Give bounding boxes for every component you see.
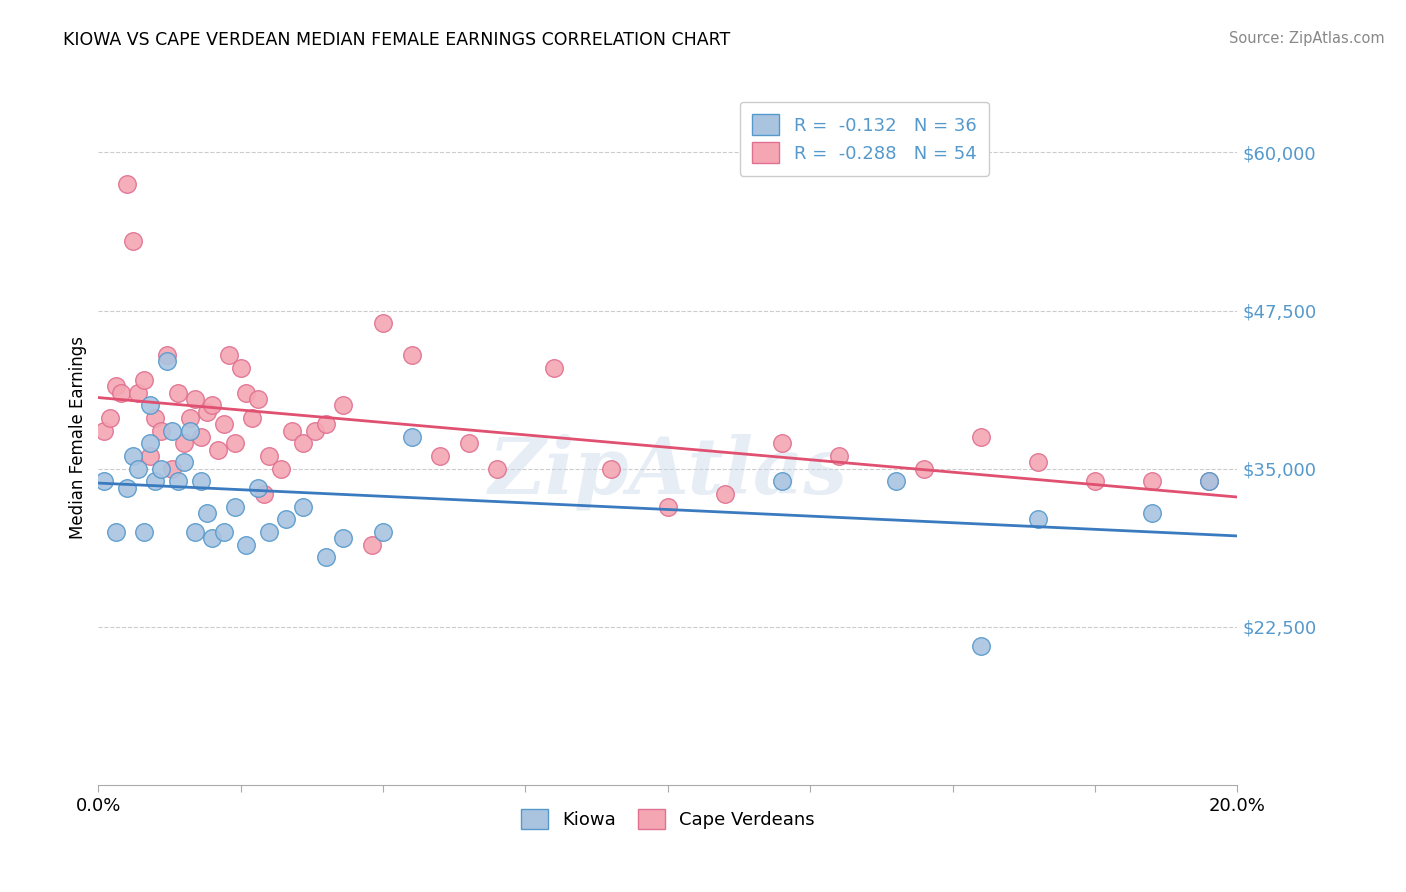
Legend: Kiowa, Cape Verdeans: Kiowa, Cape Verdeans [508,796,828,842]
Point [1140,475,1163,489]
Point [104,524,127,539]
Point [104,379,127,393]
Point [229,360,252,375]
Point [240,411,263,425]
Point [127,461,149,475]
Point [173,436,195,450]
Point [276,512,298,526]
Point [304,424,326,438]
Point [93,424,115,438]
Point [970,430,993,444]
Point [714,487,737,501]
Point [195,506,218,520]
Point [770,436,793,450]
Point [121,449,143,463]
Point [600,461,623,475]
Point [1140,506,1163,520]
Point [486,461,509,475]
Point [1026,455,1049,469]
Point [195,405,218,419]
Point [190,475,212,489]
Point [98,411,121,425]
Text: Source: ZipAtlas.com: Source: ZipAtlas.com [1229,31,1385,46]
Point [201,531,224,545]
Point [252,487,274,501]
Point [401,430,423,444]
Point [657,500,679,514]
Text: KIOWA VS CAPE VERDEAN MEDIAN FEMALE EARNINGS CORRELATION CHART: KIOWA VS CAPE VERDEAN MEDIAN FEMALE EARN… [63,31,731,49]
Point [173,455,195,469]
Point [127,385,149,400]
Point [373,316,395,330]
Point [970,639,993,653]
Point [110,385,132,400]
Point [115,481,138,495]
Point [167,385,190,400]
Point [138,436,160,450]
Point [138,449,160,463]
Point [246,481,269,495]
Point [1198,475,1220,489]
Point [115,177,138,191]
Text: ZipAtlas: ZipAtlas [488,434,848,510]
Point [224,500,246,514]
Point [184,524,207,539]
Point [150,424,173,438]
Point [332,531,354,545]
Point [1198,475,1220,489]
Point [162,424,184,438]
Point [121,234,143,248]
Point [156,354,179,368]
Point [132,373,155,387]
Point [190,430,212,444]
Point [360,538,382,552]
Point [429,449,451,463]
Point [235,538,257,552]
Point [401,348,423,362]
Y-axis label: Median Female Earnings: Median Female Earnings [69,335,87,539]
Point [373,524,395,539]
Point [292,500,315,514]
Point [212,524,235,539]
Point [270,461,292,475]
Point [224,436,246,450]
Point [281,424,304,438]
Point [235,385,257,400]
Point [218,348,240,362]
Point [315,417,337,432]
Point [246,392,269,406]
Point [912,461,935,475]
Point [259,524,281,539]
Point [184,392,207,406]
Point [138,399,160,413]
Point [543,360,565,375]
Point [145,475,167,489]
Point [150,461,173,475]
Point [156,348,179,362]
Point [1084,475,1107,489]
Point [828,449,851,463]
Point [207,442,229,457]
Point [167,475,190,489]
Point [292,436,315,450]
Point [179,424,201,438]
Point [179,411,201,425]
Point [1026,512,1049,526]
Point [162,461,184,475]
Point [770,475,793,489]
Point [457,436,479,450]
Point [259,449,281,463]
Point [132,524,155,539]
Point [332,399,354,413]
Point [145,411,167,425]
Point [315,550,337,565]
Point [212,417,235,432]
Point [201,399,224,413]
Point [93,475,115,489]
Point [884,475,907,489]
